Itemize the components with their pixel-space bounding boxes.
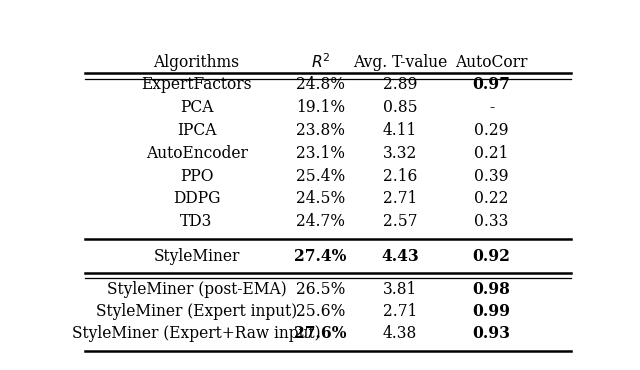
Text: Avg. T-value: Avg. T-value xyxy=(353,54,447,71)
Text: 2.71: 2.71 xyxy=(383,190,417,207)
Text: $R^2$: $R^2$ xyxy=(310,54,330,72)
Text: 24.8%: 24.8% xyxy=(296,76,345,93)
Text: DDPG: DDPG xyxy=(173,190,220,207)
Text: 0.92: 0.92 xyxy=(473,248,511,265)
Text: PPO: PPO xyxy=(180,168,213,185)
Text: 25.4%: 25.4% xyxy=(296,168,345,185)
Text: PCA: PCA xyxy=(180,99,213,116)
Text: 2.71: 2.71 xyxy=(383,303,417,320)
Text: ExpertFactors: ExpertFactors xyxy=(141,76,252,93)
Text: 24.7%: 24.7% xyxy=(296,213,345,230)
Text: 0.22: 0.22 xyxy=(474,190,509,207)
Text: 4.38: 4.38 xyxy=(383,325,417,342)
Text: 4.11: 4.11 xyxy=(383,122,417,139)
Text: Algorithms: Algorithms xyxy=(154,54,239,71)
Text: StyleMiner: StyleMiner xyxy=(154,248,240,265)
Text: 0.29: 0.29 xyxy=(474,122,509,139)
Text: 0.98: 0.98 xyxy=(473,281,511,298)
Text: 27.6%: 27.6% xyxy=(294,325,347,342)
Text: 23.8%: 23.8% xyxy=(296,122,345,139)
Text: 0.93: 0.93 xyxy=(473,325,511,342)
Text: StyleMiner (Expert+Raw input): StyleMiner (Expert+Raw input) xyxy=(72,325,321,342)
Text: 27.4%: 27.4% xyxy=(294,248,347,265)
Text: 4.43: 4.43 xyxy=(381,248,419,265)
Text: 23.1%: 23.1% xyxy=(296,145,345,162)
Text: 0.21: 0.21 xyxy=(474,145,509,162)
Text: 26.5%: 26.5% xyxy=(296,281,345,298)
Text: AutoEncoder: AutoEncoder xyxy=(146,145,248,162)
Text: IPCA: IPCA xyxy=(177,122,216,139)
Text: 2.16: 2.16 xyxy=(383,168,417,185)
Text: 0.99: 0.99 xyxy=(473,303,511,320)
Text: 0.33: 0.33 xyxy=(474,213,509,230)
Text: 2.89: 2.89 xyxy=(383,76,417,93)
Text: 19.1%: 19.1% xyxy=(296,99,345,116)
Text: TD3: TD3 xyxy=(180,213,212,230)
Text: -: - xyxy=(489,99,494,116)
Text: StyleMiner (post-EMA): StyleMiner (post-EMA) xyxy=(107,281,287,298)
Text: 3.32: 3.32 xyxy=(383,145,417,162)
Text: 3.81: 3.81 xyxy=(383,281,417,298)
Text: StyleMiner (Expert input): StyleMiner (Expert input) xyxy=(96,303,297,320)
Text: 0.39: 0.39 xyxy=(474,168,509,185)
Text: 25.6%: 25.6% xyxy=(296,303,345,320)
Text: 0.85: 0.85 xyxy=(383,99,417,116)
Text: 0.97: 0.97 xyxy=(473,76,511,93)
Text: 24.5%: 24.5% xyxy=(296,190,345,207)
Text: 2.57: 2.57 xyxy=(383,213,417,230)
Text: AutoCorr: AutoCorr xyxy=(456,54,528,71)
